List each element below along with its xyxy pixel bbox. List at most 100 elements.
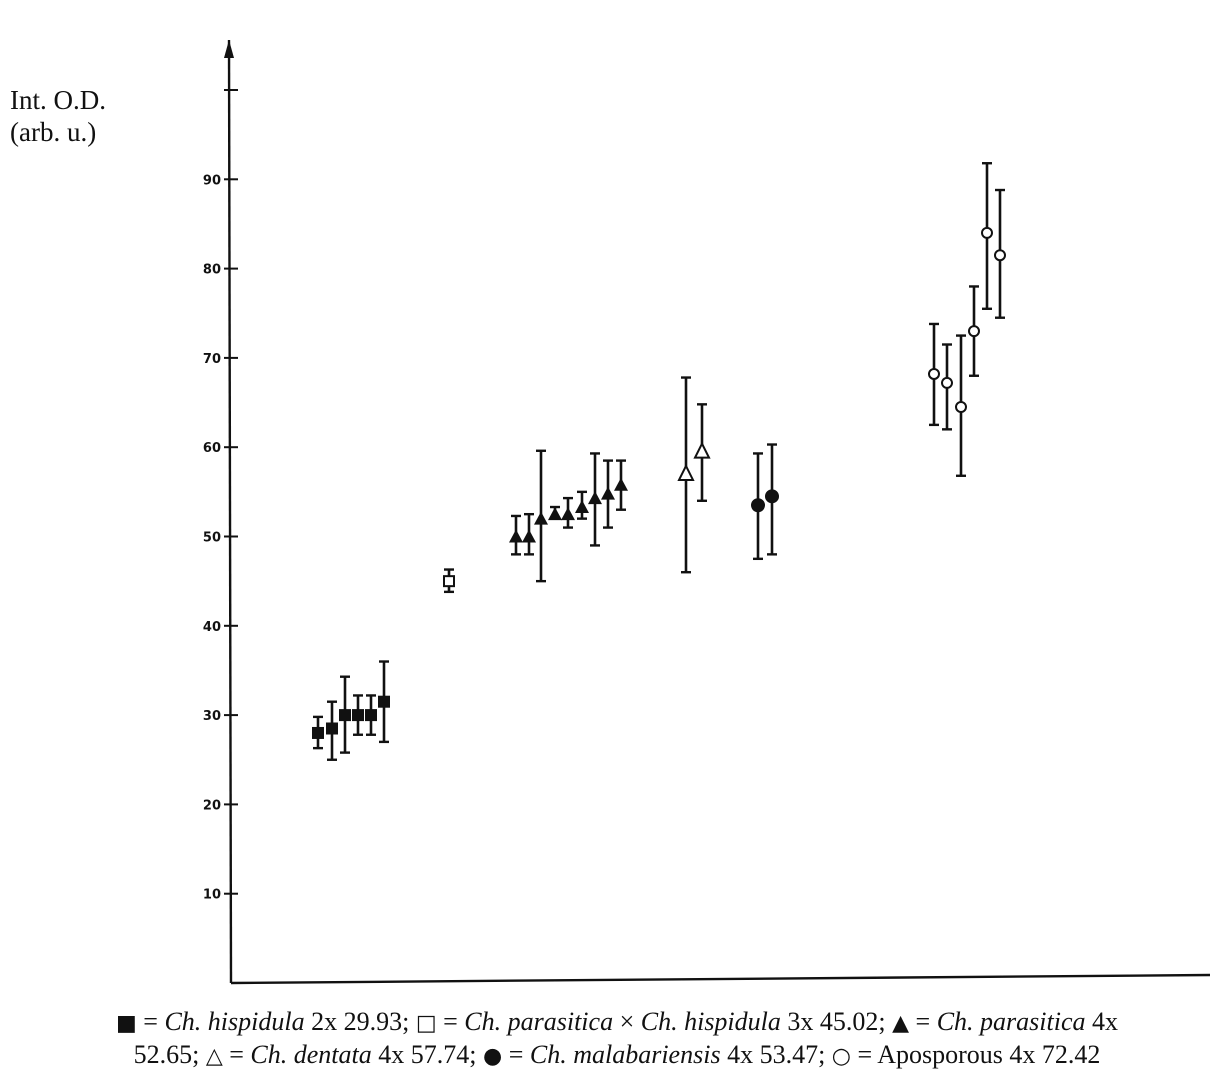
legend-row-1-symbol-3: ▲ (892, 1011, 910, 1036)
legend-row-1-species-2: Ch. hispidula (640, 1007, 781, 1036)
y-axis-label-unit: (arb. u.) (10, 117, 97, 147)
y-tick-label-90: 90 (203, 173, 221, 188)
marker-open-circle (941, 376, 953, 389)
data-point-s5-p2 (955, 334, 967, 477)
marker-filled-circle (751, 498, 765, 513)
y-axis-line (227, 39, 233, 984)
legend-row-2-eq-3: = (851, 1040, 878, 1069)
data-point-s0-p5 (378, 660, 390, 744)
marker-filled-triangle (614, 477, 628, 491)
data-point-s2-p7 (601, 459, 615, 529)
legend-row-2-symbol-1: △ (205, 1044, 223, 1069)
marker-open-square (443, 575, 455, 588)
data-point-s2-p8 (614, 459, 628, 511)
y-tick-label-40: 40 (203, 620, 221, 635)
marker-filled-triangle (575, 500, 589, 514)
legend: ■ = Ch. hispidula 2x 29.93; □ = Ch. para… (12, 1006, 1222, 1072)
data-point-s2-p3 (548, 505, 562, 521)
marker-open-triangle (677, 463, 695, 481)
legend-row-1-eq-2: × (613, 1007, 641, 1036)
data-point-s5-p1 (941, 343, 953, 431)
x-axis-line (230, 973, 1211, 985)
data-marks (312, 162, 1006, 761)
y-ticks: 10 20 30 40 50 60 70 80 90 (203, 89, 238, 903)
legend-row-1-value-3: 4x (1085, 1007, 1119, 1036)
legend-row-2: 52.65; △ = Ch. dentata 4x 57.74; ● = Ch.… (12, 1039, 1222, 1072)
legend-row-2-species-2: Ch. malabariensis (529, 1040, 721, 1069)
marker-filled-triangle (601, 486, 615, 500)
marker-open-circle (968, 325, 980, 338)
data-point-s1-p0 (443, 568, 455, 594)
data-point-s4-p0 (751, 452, 765, 561)
y-tick-label-80: 80 (203, 263, 221, 278)
data-point-s0-p2 (339, 675, 351, 754)
data-point-s0-p4 (365, 694, 377, 736)
y-tick-label-10: 10 (203, 888, 221, 903)
legend-row-2-symbol-2: ● (483, 1044, 503, 1069)
data-point-s2-p0 (509, 514, 523, 556)
data-point-s2-p1 (522, 512, 536, 556)
data-point-s5-p5 (994, 188, 1006, 319)
data-point-s0-p3 (352, 694, 364, 736)
data-point-s0-p1 (326, 700, 338, 761)
legend-row-1-symbol-1: □ (415, 1011, 437, 1036)
marker-filled-triangle (561, 507, 575, 521)
legend-row-2-eq-2: = (502, 1040, 530, 1069)
data-point-s2-p4 (561, 496, 575, 529)
marker-filled-triangle (548, 507, 562, 521)
legend-row-1-value-0: 2x 29.93; (304, 1007, 416, 1036)
marker-open-circle (928, 367, 940, 380)
marker-open-circle (955, 401, 967, 414)
legend-row-1-eq-0: = (136, 1007, 165, 1036)
marker-filled-circle (765, 489, 779, 504)
y-tick-label-30: 30 (203, 709, 221, 724)
data-point-s3-p1 (693, 403, 711, 502)
chart-plot: 10 20 30 40 50 60 70 80 90 (203, 39, 1211, 985)
legend-row-1-symbol-0: ■ (115, 1011, 137, 1036)
y-axis-label-title: Int. O.D. (10, 85, 106, 115)
marker-filled-triangle (588, 491, 602, 505)
legend-row-1-species-0: Ch. hispidula (164, 1007, 305, 1036)
legend-row-1-species-1: Ch. parasitica (464, 1007, 614, 1036)
y-axis-label: Int. O.D. (arb. u.) (10, 84, 106, 148)
data-point-s5-p3 (968, 285, 980, 377)
y-tick-label-70: 70 (203, 352, 221, 367)
data-point-s2-p6 (588, 452, 602, 547)
legend-row-2-value-3: Aposporous 4x 72.42 (877, 1040, 1101, 1069)
marker-open-triangle (693, 441, 711, 459)
marker-filled-square (365, 709, 377, 722)
marker-filled-square (378, 695, 390, 708)
data-point-s5-p0 (928, 322, 940, 427)
legend-row-2-species-1: Ch. dentata (250, 1040, 372, 1069)
marker-filled-square (352, 709, 364, 722)
marker-filled-square (312, 726, 324, 739)
legend-row-1-eq-3: = (909, 1007, 937, 1036)
data-point-s3-p0 (677, 376, 695, 574)
marker-open-circle (981, 226, 993, 239)
marker-filled-triangle (522, 529, 536, 543)
data-point-s2-p5 (575, 490, 589, 520)
marker-filled-triangle (534, 511, 548, 525)
legend-row-1-eq-1: = (436, 1007, 465, 1036)
data-point-s2-p2 (534, 449, 548, 583)
y-tick-label-60: 60 (203, 441, 221, 456)
y-tick-label-20: 20 (203, 798, 221, 813)
legend-row-2-symbol-3: ○ (831, 1044, 851, 1069)
legend-row-1-value-2: 3x 45.02; (780, 1007, 893, 1036)
legend-row-1-species-3: Ch. parasitica (936, 1007, 1086, 1036)
legend-row-2-eq-1: = (222, 1040, 251, 1069)
legend-row-1: ■ = Ch. hispidula 2x 29.93; □ = Ch. para… (12, 1006, 1222, 1039)
data-point-s5-p4 (981, 162, 993, 310)
marker-filled-square (326, 722, 338, 735)
y-tick-label-50: 50 (203, 531, 221, 546)
marker-filled-triangle (509, 529, 523, 543)
legend-row-2-value-0: 52.65; (133, 1040, 206, 1069)
marker-open-circle (994, 249, 1006, 262)
data-point-s4-p1 (765, 443, 779, 556)
legend-row-2-value-1: 4x 57.74; (371, 1040, 483, 1069)
y-axis-arrow (224, 40, 234, 58)
marker-filled-square (339, 709, 351, 722)
axes (224, 39, 1211, 985)
legend-row-2-value-2: 4x 53.47; (720, 1040, 832, 1069)
data-point-s0-p0 (312, 715, 324, 750)
